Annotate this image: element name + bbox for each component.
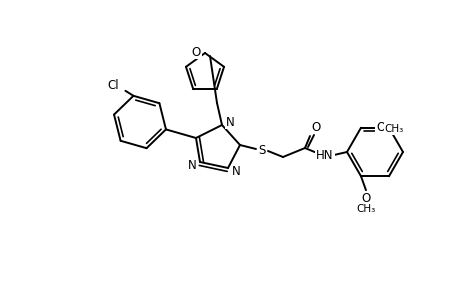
Text: O: O (361, 192, 370, 205)
Text: CH₃: CH₃ (356, 204, 375, 214)
Text: O: O (191, 46, 200, 59)
Text: N: N (225, 116, 234, 128)
Text: O: O (375, 121, 385, 134)
Text: S: S (258, 143, 265, 157)
Text: HN: HN (316, 148, 333, 161)
Text: N: N (231, 164, 240, 178)
Text: Cl: Cl (107, 79, 119, 92)
Text: O: O (311, 121, 320, 134)
Text: CH₃: CH₃ (384, 124, 403, 134)
Text: N: N (187, 158, 196, 172)
